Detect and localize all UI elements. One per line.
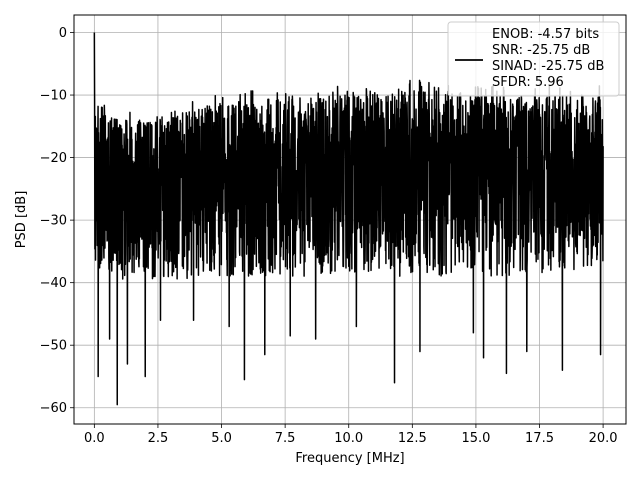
x-tick-label: 17.5 <box>525 431 554 446</box>
y-tick-label: −10 <box>40 89 67 104</box>
x-tick-label: 5.0 <box>211 431 232 446</box>
legend: ENOB: -4.57 bits SNR: -25.75 dB SINAD: -25… <box>447 21 620 97</box>
series-layer <box>93 32 604 406</box>
x-tick-label: 0.0 <box>84 431 105 446</box>
x-tick-label: 7.5 <box>275 431 296 446</box>
y-tick-label: 0 <box>59 26 67 41</box>
y-axis-ticks: 0 −10 −20 −30 −40 −50 −60 <box>40 26 74 416</box>
y-tick-label: −20 <box>40 151 67 166</box>
x-tick-label: 20.0 <box>589 431 618 446</box>
y-tick-label: −30 <box>40 214 67 229</box>
y-tick-label: −50 <box>40 339 67 354</box>
x-axis-ticks: 0.0 2.5 5.0 7.5 10.0 12.5 15.0 17.5 20.0 <box>84 424 618 446</box>
x-tick-label: 12.5 <box>398 431 427 446</box>
y-tick-label: −60 <box>40 401 67 416</box>
x-tick-label: 2.5 <box>148 431 169 446</box>
x-tick-label: 15.0 <box>461 431 490 446</box>
x-axis-label: Frequency [MHz] <box>295 451 404 466</box>
plot-frame <box>73 14 627 425</box>
legend-entry: ENOB: -4.57 bits SNR: -25.75 dB SINAD: -25… <box>492 27 604 90</box>
psd-series-line <box>93 32 604 406</box>
y-tick-label: −40 <box>40 276 67 291</box>
legend-box <box>447 21 620 97</box>
y-axis-label: PSD [dB] <box>14 191 29 249</box>
x-tick-label: 10.0 <box>334 431 363 446</box>
